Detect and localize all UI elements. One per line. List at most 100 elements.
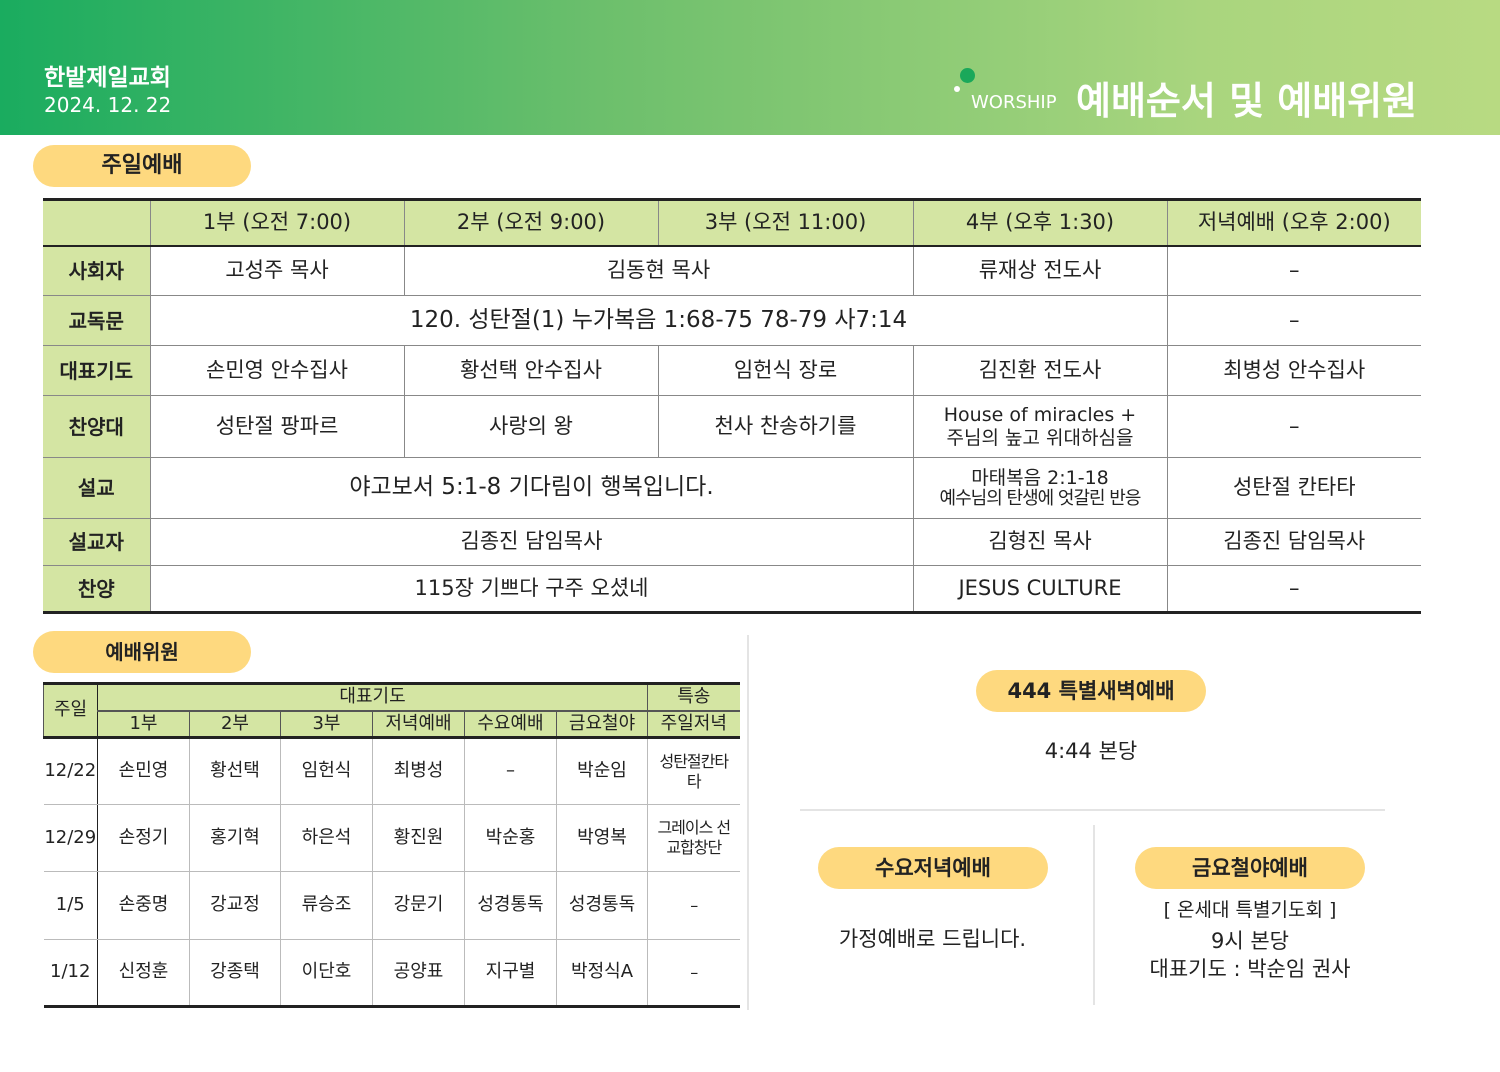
row-label: 설교자 <box>43 518 150 566</box>
cell: House of miracles + 주님의 높고 위대하심을 <box>912 395 1167 458</box>
cell: 하은석 <box>280 804 373 872</box>
cell: 임헌식 장로 <box>657 345 913 396</box>
column-header: 2부 (오전 9:00) <box>403 199 658 247</box>
sunday-section-title: 주일예배 <box>33 145 251 187</box>
members-section-title: 예배위원 <box>33 631 251 673</box>
column-header: 1부 <box>97 710 190 739</box>
date-cell: 12/29 <box>43 804 98 872</box>
cell: 신정훈 <box>97 939 190 1007</box>
cell-line: 마태복음 2:1-18 <box>971 466 1109 489</box>
cell: 사랑의 왕 <box>403 395 658 458</box>
cell: – <box>1166 565 1421 613</box>
cell: 황선택 안수집사 <box>403 345 658 396</box>
row-label: 찬양 <box>43 565 150 613</box>
divider <box>800 809 1385 811</box>
cell: 마태복음 2:1-18 예수님의 탄생에 엇갈린 반응 <box>912 457 1167 519</box>
cell: 강문기 <box>372 871 465 940</box>
friday-service-subtitle: [ 온세대 특별기도회 ] <box>1163 899 1337 921</box>
friday-service-prayer: 대표기도 : 박순임 권사 <box>1149 957 1351 981</box>
cell: 김동현 목사 <box>403 245 913 296</box>
cell: 손민영 안수집사 <box>149 345 404 396</box>
cell: – <box>1166 395 1421 458</box>
wednesday-service-title: 수요저녁예배 <box>818 847 1048 889</box>
cell: 지구별 <box>464 939 557 1007</box>
date-cell: 12/22 <box>43 737 98 805</box>
cell: 손정기 <box>97 804 190 872</box>
table-row: 12/29 손정기 홍기혁 하은석 황진원 박순홍 박영복 그레이스 선교합창단 <box>43 804 740 872</box>
cell: 120. 성탄절(1) 누가복음 1:68-75 78-79 사7:14 <box>149 295 1167 346</box>
cell: 김형진 목사 <box>912 518 1167 566</box>
column-header: 4부 (오후 1:30) <box>912 199 1167 247</box>
cell: – <box>647 939 740 1007</box>
cell: – <box>1166 245 1421 296</box>
row-label: 교독문 <box>43 295 150 346</box>
cell: 김종진 담임목사 <box>149 518 913 566</box>
wednesday-service-info: 가정예배로 드립니다. <box>838 927 1027 951</box>
cell: 김종진 담임목사 <box>1166 518 1421 566</box>
friday-service-title: 금요철야예배 <box>1135 847 1365 889</box>
column-header: 3부 (오전 11:00) <box>657 199 913 247</box>
table-header-row: 1부 (오전 7:00) 2부 (오전 9:00) 3부 (오전 11:00) … <box>43 199 1421 247</box>
column-header: 주일 <box>43 683 98 739</box>
header-banner: 한밭제일교회 2024. 12. 22 WORSHIP 예배순서 및 예배위원 <box>0 0 1500 135</box>
cell: 천사 찬송하기를 <box>657 395 913 458</box>
cell: 황진원 <box>372 804 465 872</box>
column-header: 금요철야 <box>555 710 648 739</box>
cell-line: House of miracles + <box>943 403 1137 426</box>
cell-line: 주님의 높고 위대하심을 <box>946 426 1134 449</box>
table-header-row: 1부 2부 3부 저녁예배 수요예배 금요철야 주일저녁 <box>44 710 740 739</box>
cell: 공양표 <box>372 939 465 1007</box>
cell: 성탄절 칸타타 <box>1166 457 1421 519</box>
cell: 강교정 <box>189 871 281 940</box>
column-header: 수요예배 <box>464 710 557 739</box>
group-header: 대표기도 <box>96 683 648 712</box>
cell: 김진환 전도사 <box>912 345 1167 396</box>
cell: 성경통독 <box>464 871 557 940</box>
table-row: 대표기도 손민영 안수집사 황선택 안수집사 임헌식 장로 김진환 전도사 최병… <box>43 345 1421 396</box>
table-row: 사회자 고성주 목사 김동현 목사 류재상 전도사 – <box>43 245 1421 296</box>
cell: 류재상 전도사 <box>912 245 1167 296</box>
column-header: 2부 <box>189 710 281 739</box>
table-row: 설교자 김종진 담임목사 김형진 목사 김종진 담임목사 <box>43 518 1421 566</box>
column-header: 저녁예배 (오후 2:00) <box>1166 199 1421 247</box>
group-header: 특송 <box>647 683 740 712</box>
table-row: 설교 야고보서 5:1-8 기다림이 행복입니다. 마태복음 2:1-18 예수님… <box>43 457 1421 519</box>
table-row: 12/22 손민영 황선택 임헌식 최병성 – 박순임 성탄절칸타타 <box>43 737 740 805</box>
date-cell: 1/12 <box>43 939 98 1007</box>
corner-cell <box>43 199 150 247</box>
table-row: 찬양 115장 기쁘다 구주 오셨네 JESUS CULTURE – <box>43 565 1421 613</box>
worship-label: WORSHIP <box>971 92 1057 113</box>
row-label: 찬양대 <box>43 395 150 458</box>
cell: JESUS CULTURE <box>912 565 1167 613</box>
cell: – <box>647 871 740 940</box>
column-header: 주일저녁 <box>647 710 740 739</box>
cell: 성경통독 <box>555 871 648 940</box>
column-header: 3부 <box>280 710 373 739</box>
worship-members-table: 주일 대표기도 특송 1부 2부 3부 저녁예배 수요예배 금요철야 주일저녁 … <box>43 682 740 1008</box>
bulletin-date: 2024. 12. 22 <box>44 93 172 117</box>
cell: 최병성 안수집사 <box>1166 345 1421 396</box>
cell: 성탄절 팡파르 <box>149 395 404 458</box>
logo-dot-icon <box>960 68 975 83</box>
logo-small-dot-icon <box>954 86 960 92</box>
date-cell: 1/5 <box>43 871 98 940</box>
table-row: 1/5 손중명 강교정 류승조 강문기 성경통독 성경통독 – <box>43 871 740 940</box>
cell: 그레이스 선교합창단 <box>647 804 740 872</box>
cell: – <box>464 737 557 805</box>
cell: 임헌식 <box>280 737 373 805</box>
cell: 박순홍 <box>464 804 557 872</box>
friday-service-time: 9시 본당 <box>1211 929 1289 953</box>
cell: 강종택 <box>189 939 281 1007</box>
cell: 고성주 목사 <box>149 245 404 296</box>
table-row: 찬양대 성탄절 팡파르 사랑의 왕 천사 찬송하기를 House of mira… <box>43 395 1421 458</box>
cell: 야고보서 5:1-8 기다림이 행복입니다. <box>149 457 913 519</box>
cell: 115장 기쁘다 구주 오셨네 <box>149 565 913 613</box>
cell: 박영복 <box>555 804 648 872</box>
row-label: 대표기도 <box>43 345 150 396</box>
page-title: 예배순서 및 예배위원 <box>1076 79 1418 123</box>
dawn-service-title: 444 특별새벽예배 <box>976 670 1206 712</box>
divider <box>747 635 749 1010</box>
cell: 최병성 <box>372 737 465 805</box>
divider <box>1093 825 1095 1005</box>
column-header: 저녁예배 <box>372 710 465 739</box>
